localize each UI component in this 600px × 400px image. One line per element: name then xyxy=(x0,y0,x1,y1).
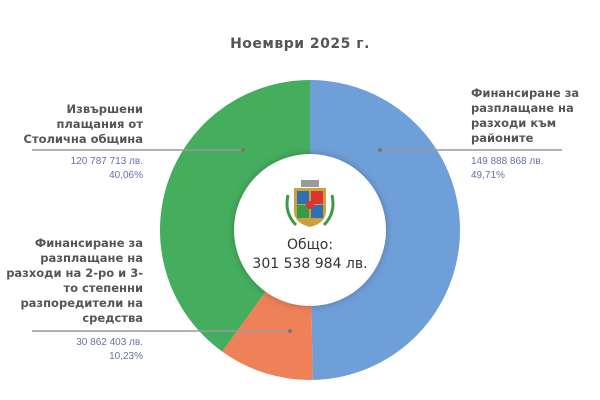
leader-dot-green xyxy=(241,148,245,152)
total-label: Общо: xyxy=(286,237,334,253)
total-value: 301 538 984 лв. xyxy=(252,256,368,272)
slice-label-orange: Финансиране за разплащане на разходи на … xyxy=(6,236,143,325)
slice-percent-blue: 49,71% xyxy=(471,170,505,181)
donut-hole xyxy=(234,154,386,306)
leader-dot-blue xyxy=(378,148,382,152)
slice-label-blue: Финансиране за разплащане на разходи към… xyxy=(471,86,580,145)
sofia-coat-of-arms-icon xyxy=(285,180,335,227)
slice-percent-orange: 10,23% xyxy=(109,351,143,362)
slice-percent-green: 40,06% xyxy=(109,170,143,181)
slice-value-blue: 149 888 868 лв. xyxy=(471,156,544,167)
slice-green xyxy=(160,80,310,352)
slice-label-green: Извършени плащания от Столична община xyxy=(23,102,144,146)
slice-orange xyxy=(222,290,313,381)
chart-title: Ноември 2025 г. xyxy=(230,36,370,52)
leader-dot-orange xyxy=(288,329,292,333)
slice-value-orange: 30 862 403 лв. xyxy=(76,337,143,348)
slice-value-green: 120 787 713 лв. xyxy=(70,156,143,167)
